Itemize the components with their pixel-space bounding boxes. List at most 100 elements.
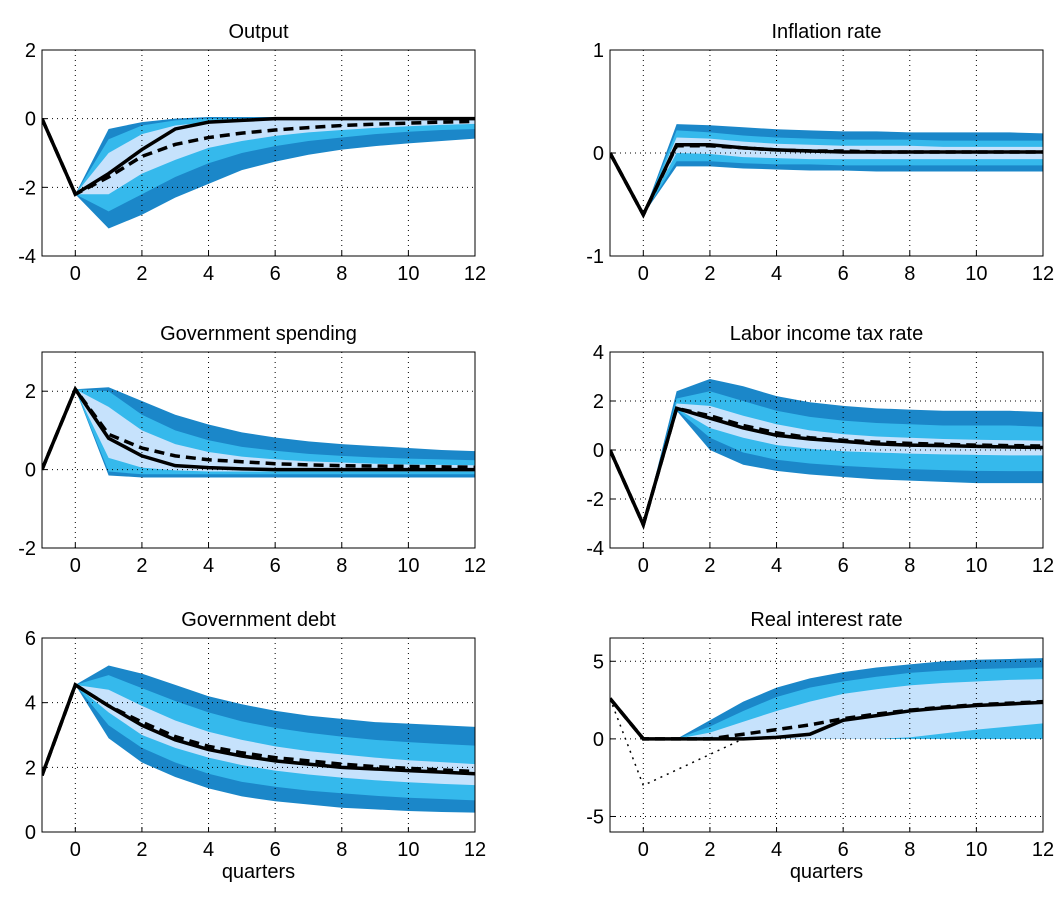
line <box>42 682 475 777</box>
x-tick-label: 12 <box>1032 263 1054 285</box>
x-tick-label: 0 <box>70 839 81 861</box>
plot-area <box>610 378 1043 530</box>
panel: 0 2 4 6 8 10 12 -4 -2 0 2 4 Labor income tax rate <box>586 323 1054 577</box>
axes-box <box>41 637 476 833</box>
x-tick-label: 4 <box>771 555 782 577</box>
x-tick-label: 10 <box>397 555 419 577</box>
x-axis-label: quarters <box>222 861 295 883</box>
y-tick-label: -2 <box>586 489 604 511</box>
y-tick-label: 1 <box>593 40 604 62</box>
x-tick-label: 0 <box>638 839 649 861</box>
y-tick-label: -1 <box>586 246 604 268</box>
y-tick-label: 4 <box>25 693 36 715</box>
x-tick-label: 2 <box>704 263 715 285</box>
panel-title: Government debt <box>181 609 336 631</box>
x-tick-label: 12 <box>464 555 486 577</box>
y-tick-label: 0 <box>593 440 604 462</box>
x-tick-label: 2 <box>704 839 715 861</box>
x-tick-label: 4 <box>203 555 214 577</box>
y-tick-label: -4 <box>586 538 604 560</box>
x-tick-label: 10 <box>965 263 987 285</box>
x-tick-label: 4 <box>203 263 214 285</box>
x-tick-label: 0 <box>70 555 81 577</box>
x-tick-label: 8 <box>904 839 915 861</box>
line <box>42 385 475 471</box>
x-tick-label: 8 <box>336 839 347 861</box>
x-tick-label: 8 <box>336 263 347 285</box>
panel-title: Output <box>228 21 288 43</box>
y-tick-label: 2 <box>25 381 36 403</box>
y-tick-label: -2 <box>18 538 36 560</box>
line <box>610 698 744 787</box>
plot-area <box>42 665 475 813</box>
y-tick-label: 0 <box>25 109 36 131</box>
panel-title: Inflation rate <box>771 21 881 43</box>
panel: 0 2 4 6 8 10 12 -1 0 1 Inflation rate <box>586 21 1054 285</box>
x-tick-label: 0 <box>638 555 649 577</box>
y-tick-label: 0 <box>593 729 604 751</box>
x-tick-label: 2 <box>136 555 147 577</box>
plot-area <box>42 385 475 478</box>
y-tick-label: -2 <box>18 177 36 199</box>
y-tick-label: 0 <box>25 460 36 482</box>
panel: 0 2 4 6 8 10 12 0 2 4 6 Government debt quarters <box>25 609 486 883</box>
x-tick-label: 4 <box>203 839 214 861</box>
panel: 0 2 4 6 8 10 12 -4 -2 0 2 Output <box>18 21 486 285</box>
y-tick-label: 0 <box>25 822 36 844</box>
x-tick-label: 6 <box>838 555 849 577</box>
x-tick-label: 10 <box>397 839 419 861</box>
band <box>75 684 475 786</box>
x-tick-label: 4 <box>771 839 782 861</box>
y-tick-label: -4 <box>18 246 36 268</box>
x-tick-label: 4 <box>771 263 782 285</box>
y-tick-label: 2 <box>593 391 604 413</box>
x-tick-label: 6 <box>270 263 281 285</box>
x-tick-label: 0 <box>638 263 649 285</box>
x-tick-label: 12 <box>464 263 486 285</box>
x-tick-label: 12 <box>1032 839 1054 861</box>
line <box>610 144 1043 219</box>
x-tick-label: 2 <box>136 839 147 861</box>
axes-box <box>41 351 476 549</box>
plot-area <box>610 658 1043 787</box>
y-tick-label: 5 <box>593 651 604 673</box>
x-tick-label: 8 <box>904 263 915 285</box>
band <box>75 118 475 195</box>
band <box>643 679 1043 739</box>
x-tick-label: 2 <box>704 555 715 577</box>
y-tick-label: 0 <box>593 143 604 165</box>
line <box>610 406 1043 530</box>
y-tick-label: 6 <box>25 628 36 650</box>
y-tick-label: 4 <box>593 342 604 364</box>
band <box>75 389 475 472</box>
x-tick-label: 6 <box>270 839 281 861</box>
axes-box <box>41 49 476 257</box>
panel-title: Labor income tax rate <box>730 323 923 345</box>
panel-title: Real interest rate <box>750 609 902 631</box>
x-tick-label: 2 <box>136 263 147 285</box>
band <box>643 137 1043 215</box>
panel: 0 2 4 6 8 10 12 -2 0 2 Government spending <box>18 323 486 577</box>
axes-box <box>609 637 1044 833</box>
x-axis-label: quarters <box>790 861 863 883</box>
x-tick-label: 8 <box>336 555 347 577</box>
line <box>42 117 475 197</box>
panel: 0 2 4 6 8 10 12 -5 0 5 Real interest rate quarters <box>586 609 1054 883</box>
band <box>643 403 1043 525</box>
x-tick-label: 10 <box>965 839 987 861</box>
line <box>42 682 475 777</box>
panel-title: Government spending <box>160 323 357 345</box>
x-tick-label: 6 <box>838 839 849 861</box>
plot-area <box>610 124 1043 219</box>
x-tick-label: 8 <box>904 555 915 577</box>
x-tick-label: 6 <box>838 263 849 285</box>
x-tick-label: 0 <box>70 263 81 285</box>
x-tick-label: 12 <box>1032 555 1054 577</box>
x-tick-label: 10 <box>397 263 419 285</box>
y-tick-label: -5 <box>586 806 604 828</box>
x-tick-label: 12 <box>464 839 486 861</box>
x-tick-label: 10 <box>965 555 987 577</box>
plot-area <box>42 116 475 229</box>
x-tick-label: 6 <box>270 555 281 577</box>
